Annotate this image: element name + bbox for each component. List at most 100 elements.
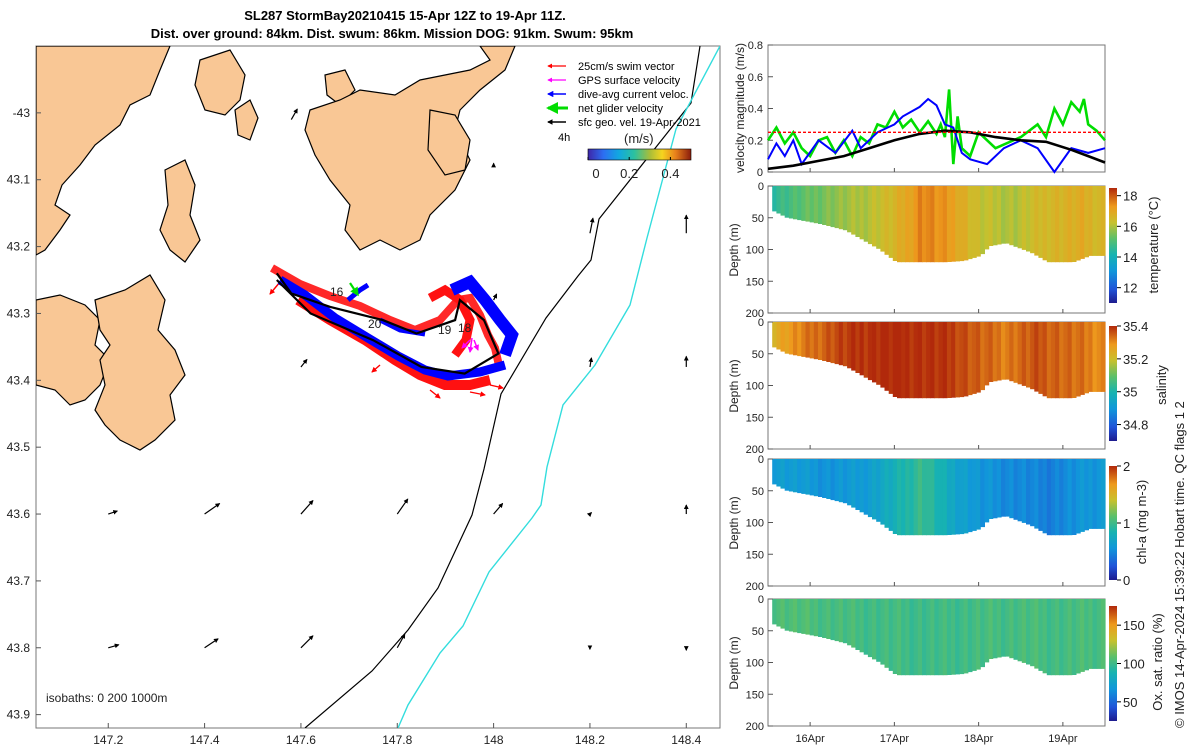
section-column xyxy=(1067,186,1073,263)
section-column xyxy=(992,599,998,659)
section-column xyxy=(1092,459,1098,529)
section-column xyxy=(1050,322,1056,399)
section-column xyxy=(780,322,786,352)
section-column xyxy=(930,186,936,263)
chla-panel: 0 50 100 150 200 Depth (m) 0 1 2 chl-a (mg m-3… xyxy=(727,454,1149,593)
section-column xyxy=(967,459,973,533)
section-column xyxy=(867,459,873,518)
gps-arrow xyxy=(461,339,471,349)
section-column xyxy=(1013,599,1019,660)
section-column xyxy=(1009,459,1015,519)
section-column xyxy=(1071,599,1077,675)
section-column xyxy=(780,599,786,629)
depth-tick-label: 50 xyxy=(752,626,764,638)
colorbar-label: (m/s) xyxy=(624,131,654,146)
section-column xyxy=(830,186,836,228)
section-column xyxy=(851,459,856,508)
section-column xyxy=(801,599,807,634)
section-column xyxy=(859,599,865,653)
section-column xyxy=(880,186,886,252)
map-y-tick-label: 43.7 xyxy=(7,574,31,588)
section-column xyxy=(1021,322,1027,386)
section-column xyxy=(793,186,798,220)
legend-sfc: sfc geo. vel. 19-Apr-2021 xyxy=(578,117,701,129)
map-y-tick-label: 43.1 xyxy=(7,173,31,187)
section-column xyxy=(797,186,802,221)
depth-tick-label: 100 xyxy=(746,245,764,257)
section-column xyxy=(1009,186,1015,246)
time-tick-label: 17Apr xyxy=(880,733,910,745)
section-column xyxy=(1067,459,1073,536)
velocity-series-dive-avg-current-veloc- xyxy=(767,97,1106,174)
section-column xyxy=(801,186,807,221)
section-column xyxy=(934,459,940,536)
swim-arrow xyxy=(429,389,441,399)
map-x-tick-label: 147.4 xyxy=(190,733,220,747)
section-column xyxy=(1034,459,1040,529)
section-column xyxy=(818,459,823,497)
section-column xyxy=(776,322,782,350)
section-column xyxy=(1063,459,1069,536)
depth-tick-label: 200 xyxy=(746,581,764,593)
section-column xyxy=(892,459,898,534)
section-column xyxy=(838,599,844,643)
day-label: 16 xyxy=(330,285,344,299)
time-tick-label: 19Apr xyxy=(1048,733,1078,745)
section-column xyxy=(1034,186,1040,256)
section-column xyxy=(1088,322,1094,392)
section-column xyxy=(901,322,906,399)
section-column xyxy=(942,186,948,263)
section-column xyxy=(917,599,923,676)
section-column xyxy=(822,322,827,361)
section-column xyxy=(988,322,994,382)
isobath-200m xyxy=(304,46,701,728)
section-column xyxy=(1013,322,1019,383)
section-column xyxy=(784,599,790,631)
section-column xyxy=(830,459,836,501)
section-column xyxy=(867,599,873,658)
legend-note-4h: 4h xyxy=(558,132,570,144)
section-column xyxy=(996,459,1002,518)
swim-arrow xyxy=(371,364,381,373)
current-arrow xyxy=(493,502,504,515)
section-column xyxy=(992,186,998,246)
section-column xyxy=(1030,599,1035,667)
section-column xyxy=(967,322,973,396)
section-column xyxy=(988,186,994,246)
section-column xyxy=(967,186,973,260)
section-column xyxy=(872,599,877,660)
depth-tick-label: 150 xyxy=(746,689,764,701)
section-column xyxy=(847,186,852,233)
section-column xyxy=(959,599,965,675)
section-column xyxy=(809,459,815,496)
salinity-panel: 0 50 100 150 200 Depth (m) 34.8 35 35.2 35.4 sa… xyxy=(727,317,1169,456)
current-arrow xyxy=(492,293,498,301)
current-arrow xyxy=(586,511,593,518)
section-column xyxy=(955,459,960,535)
section-column xyxy=(876,459,881,522)
legend-net: net glider velocity xyxy=(578,103,663,115)
section-column xyxy=(942,599,948,676)
map-x-tick-label: 148.2 xyxy=(575,733,605,747)
section-column xyxy=(809,599,815,636)
section-column xyxy=(842,322,848,367)
map-colorbar-tick-label: 0.2 xyxy=(620,166,638,181)
section-column xyxy=(772,186,777,212)
section-column xyxy=(851,322,856,371)
section-column xyxy=(942,322,948,399)
section-column xyxy=(1013,186,1019,247)
section-column xyxy=(1088,459,1094,529)
velocity-y-tick-label: 0 xyxy=(757,167,763,179)
land-masses xyxy=(36,46,516,451)
section-column xyxy=(1021,186,1027,250)
section-column xyxy=(822,459,827,498)
legend-swim: 25cm/s swim vector xyxy=(578,61,675,73)
isobath-1000m xyxy=(397,46,720,728)
section-column xyxy=(863,186,869,242)
section-column xyxy=(980,599,985,668)
section-column xyxy=(805,186,811,222)
isobath-label: isobaths: 0 200 1000m xyxy=(46,691,167,705)
section-column xyxy=(1075,186,1081,261)
chla-depth-axis: 0 50 100 150 200 xyxy=(746,454,773,593)
section-column xyxy=(863,599,869,655)
